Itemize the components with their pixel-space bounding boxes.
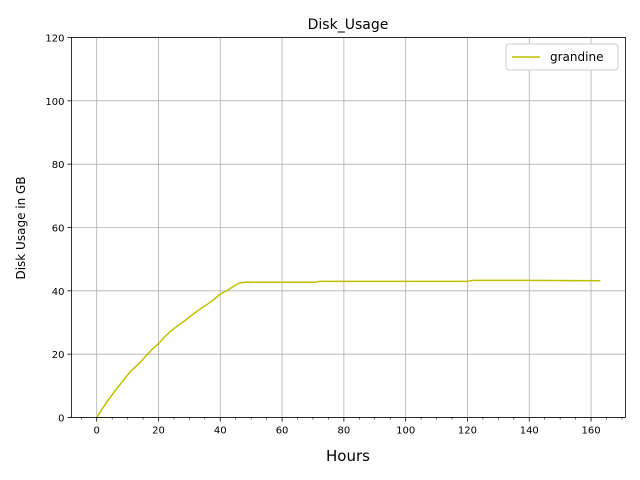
x-tick-label: 0: [93, 426, 99, 437]
y-tick-label: 40: [52, 287, 65, 298]
y-tick-label: 80: [52, 160, 65, 171]
x-tick-label: 80: [337, 426, 350, 437]
y-tick-label: 120: [45, 34, 64, 45]
legend-box: [505, 43, 619, 71]
y-tick-label: 0: [58, 414, 64, 425]
legend: grandine: [505, 43, 619, 71]
x-tick-label: 60: [276, 426, 289, 437]
chart-title: Disk_Usage: [308, 17, 389, 33]
legend-label: grandine: [550, 50, 603, 64]
y-tick-label: 60: [52, 224, 65, 235]
y-tick-label: 100: [45, 97, 64, 108]
x-axis: 0 20 40 60 80 100 120 140 160: [80, 417, 623, 437]
y-axis-label: Disk Usage in GB: [14, 176, 28, 279]
y-tick-label: 20: [52, 350, 65, 361]
x-tick-label: 140: [520, 426, 539, 437]
x-tick-label: 40: [214, 426, 227, 437]
series-layer: [96, 279, 601, 418]
grid: [71, 37, 626, 418]
series-line-grandine: [96, 279, 601, 418]
x-tick-label: 120: [458, 426, 477, 437]
x-tick-label: 20: [152, 426, 165, 437]
x-tick-label: 160: [582, 426, 601, 437]
x-axis-label: Hours: [326, 447, 370, 465]
x-tick-label: 100: [396, 426, 415, 437]
y-axis: 0 20 40 60 80 100 120: [45, 34, 72, 425]
